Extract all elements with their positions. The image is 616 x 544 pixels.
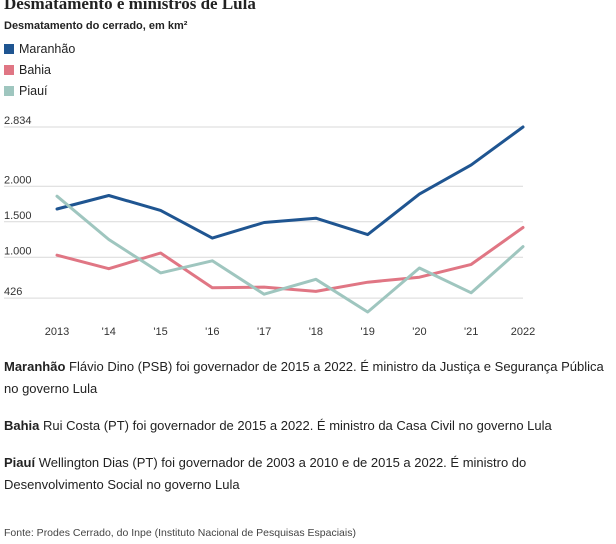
note-text-piaui: Wellington Dias (PT) foi governador de 2… xyxy=(4,455,527,492)
notes: Maranhão Flávio Dino (PSB) foi governado… xyxy=(4,356,612,511)
x-tick-label: '17 xyxy=(257,326,271,338)
legend-item-piaui: Piauí xyxy=(4,80,75,101)
series-line-piaui xyxy=(55,194,525,314)
source-note: Fonte: Prodes Cerrado, do Inpe (Institut… xyxy=(4,527,356,539)
legend-swatch-maranhao xyxy=(4,43,14,54)
y-tick-label: 1.000 xyxy=(4,245,32,257)
x-tick-label: '18 xyxy=(309,326,323,338)
x-tick-label: '15 xyxy=(153,326,167,338)
x-tick-label: '21 xyxy=(464,326,478,338)
legend-item-maranhao: Maranhão xyxy=(4,38,75,59)
x-tick-label: 2022 xyxy=(511,326,535,338)
x-tick-label: '20 xyxy=(412,326,426,338)
legend-swatch-piaui xyxy=(4,85,14,96)
note-text-maranhao: Flávio Dino (PSB) foi governador de 2015… xyxy=(4,359,604,396)
note-state-piaui: Piauí xyxy=(4,455,36,470)
legend-label-maranhao: Maranhão xyxy=(19,41,76,56)
chart-subtitle: Desmatamento do cerrado, em km² xyxy=(4,20,188,32)
x-tick-label: '16 xyxy=(205,326,219,338)
legend: Maranhão Bahia Piauí xyxy=(4,38,75,101)
note-maranhao: Maranhão Flávio Dino (PSB) foi governado… xyxy=(4,356,612,400)
legend-item-bahia: Bahia xyxy=(4,59,75,80)
x-tick-label: '19 xyxy=(360,326,374,338)
note-piaui: Piauí Wellington Dias (PT) foi governado… xyxy=(4,452,612,496)
line-chart: 426 1.000 1.500 2.000 2.834 2013 '14 '15 '16 '17 '… xyxy=(4,115,535,338)
x-tick-label: 2013 xyxy=(45,326,69,338)
legend-label-bahia: Bahia xyxy=(19,62,51,77)
y-tick-label: 426 xyxy=(4,286,22,298)
note-state-maranhao: Maranhão xyxy=(4,359,66,374)
y-tick-label: 2.000 xyxy=(4,174,32,186)
note-bahia: Bahia Rui Costa (PT) foi governador de 2… xyxy=(4,415,612,437)
legend-swatch-bahia xyxy=(4,64,14,75)
note-text-bahia: Rui Costa (PT) foi governador de 2015 a … xyxy=(43,418,552,433)
series-line-bahia xyxy=(55,226,525,293)
y-tick-label: 1.500 xyxy=(4,210,32,222)
legend-label-piaui: Piauí xyxy=(19,83,48,98)
y-tick-label: 2.834 xyxy=(4,115,32,127)
series-line-maranhao xyxy=(55,125,525,240)
x-tick-label: '14 xyxy=(102,326,116,338)
chart-title: Desmatamento e ministros de Lula xyxy=(4,0,256,13)
note-state-bahia: Bahia xyxy=(4,418,40,433)
